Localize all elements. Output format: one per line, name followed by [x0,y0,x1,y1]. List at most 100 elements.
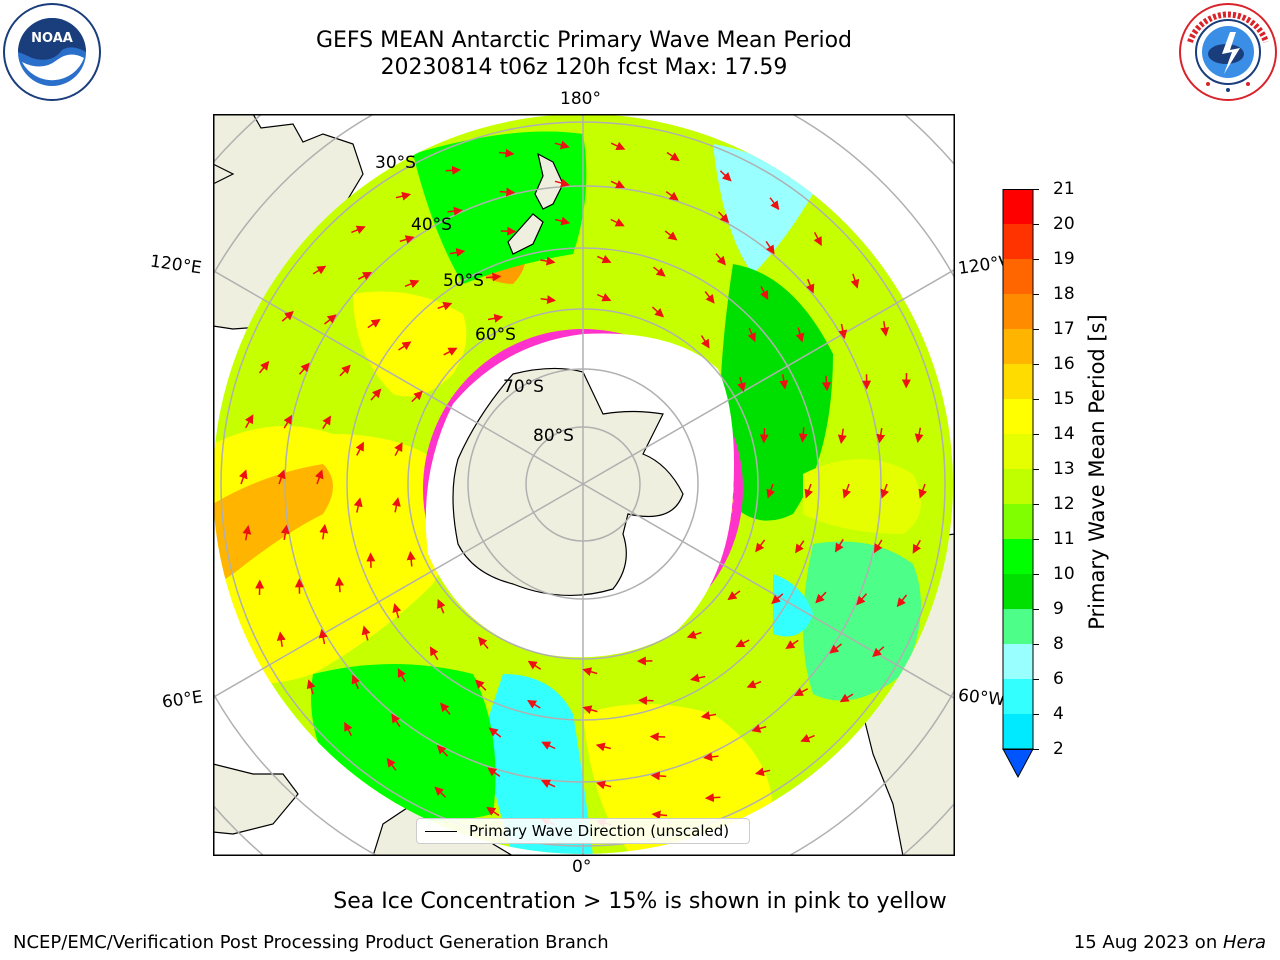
colorbar-band [1003,679,1033,714]
wave-arrow [540,779,556,788]
colorbar-tick-mark [1033,399,1039,400]
wave-arrow [449,248,466,257]
wave-arrow [582,667,598,677]
wave-arrow [478,636,489,649]
colorbar-tick-mark [1033,469,1039,470]
colorbar-tick-mark [1033,294,1039,295]
wave-arrow [277,469,286,485]
wave-arrow [804,483,813,499]
legend-line-swatch [425,831,457,832]
lat-label-80s: 80°S [533,426,574,446]
colorbar-tick-mark [1033,259,1039,260]
wave-arrow [596,780,612,790]
sea-ice-note: Sea Ice Concentration > 15% is shown in … [333,889,947,914]
wave-arrow [312,265,327,275]
wave-arrow [395,191,412,201]
wave-arrow [747,327,756,343]
wave-arrow [541,741,556,750]
wave-arrow [766,483,775,499]
wave-arrow [835,538,844,553]
antarctica [452,367,684,597]
wave-arrow [610,141,626,151]
wave-arrow [554,140,570,150]
lon-label-0: 0° [572,857,592,877]
wave-arrow [821,375,831,392]
colorbar-extend-triangle [1002,748,1034,779]
wave-arrow [394,442,403,457]
wave-arrow [665,190,679,201]
colorbar-tick-label: 13 [1053,459,1075,479]
colorbar-band [1003,364,1033,399]
wave-arrow [276,631,286,647]
colorbar-tick-label: 18 [1053,284,1075,304]
wave-arrow [397,667,406,683]
colorbar-band [1003,434,1033,469]
wave-arrow [239,469,248,485]
wave-arrow [399,235,415,244]
colorbar-tick-label: 20 [1053,214,1075,234]
nws-logo [1178,2,1278,106]
wave-arrow [596,293,612,302]
wave-arrow [339,364,351,377]
wave-arrow [595,742,611,752]
lat-label-30s: 30°S [375,153,416,173]
wave-arrow [737,376,746,392]
colorbar-tick-label: 19 [1053,249,1075,269]
wave-arrow [498,148,515,158]
wave-arrow [434,786,447,798]
wave-arrow [650,771,667,781]
wave-arrow [355,441,364,456]
wave-arrow [795,327,805,343]
wave-arrow [880,321,890,337]
wave-arrow [850,273,860,289]
colorbar-tick-mark [1033,714,1039,715]
wave-arrow [486,806,500,817]
map-subtitle: 20230814 t06z 120h fcst Max: 17.59 [380,55,788,80]
wave-arrow [700,335,710,349]
wave-arrow [666,151,680,162]
wave-arrow [727,590,741,601]
colorbar-tick-mark [1033,644,1039,645]
wave-arrow [447,206,463,216]
wave-arrow [344,721,353,736]
wave-arrow [610,180,626,189]
polar-map: 30°S 40°S 50°S 60°S 70°S 80°S [213,114,955,860]
colorbar-band [1003,224,1033,259]
colorbar-band [1003,504,1033,539]
lon-label-120e: 120°E [148,251,203,279]
wave-arrow [755,539,766,553]
wave-arrow [876,427,886,444]
colorbar-band [1003,399,1033,434]
colorbar-band [1003,294,1033,329]
wave-arrow [391,713,401,728]
wave-arrow [280,524,290,541]
wave-arrow [324,314,337,325]
wave-arrow [837,428,847,445]
wave-arrow [357,272,373,281]
wave-arrow [651,810,668,820]
wave-arrow [319,523,329,540]
wave-arrow [485,272,502,282]
wave-arrow [540,295,557,305]
wave-arrow [283,414,293,429]
wave-arrow [242,525,252,541]
wave-arrow [406,551,416,567]
wave-arrow [704,793,721,803]
wave-arrow [765,240,775,255]
colorbar-tick-label: 9 [1053,599,1064,619]
wave-arrow [315,469,324,485]
wave-arrow [436,744,449,757]
wave-arrow [651,306,665,318]
wave-arrow [499,187,516,197]
wave-arrow [649,732,666,742]
wave-arrow [896,594,908,608]
wave-arrow [318,628,328,645]
wave-arrow [411,390,423,403]
map-frame [213,114,955,856]
wave-arrow [370,388,382,401]
lat-label-60s: 60°S [475,325,516,345]
lon-label-180: 180° [560,89,601,109]
wave-arrow [440,702,451,715]
wave-arrow [715,253,726,266]
wave-arrow [487,767,501,778]
